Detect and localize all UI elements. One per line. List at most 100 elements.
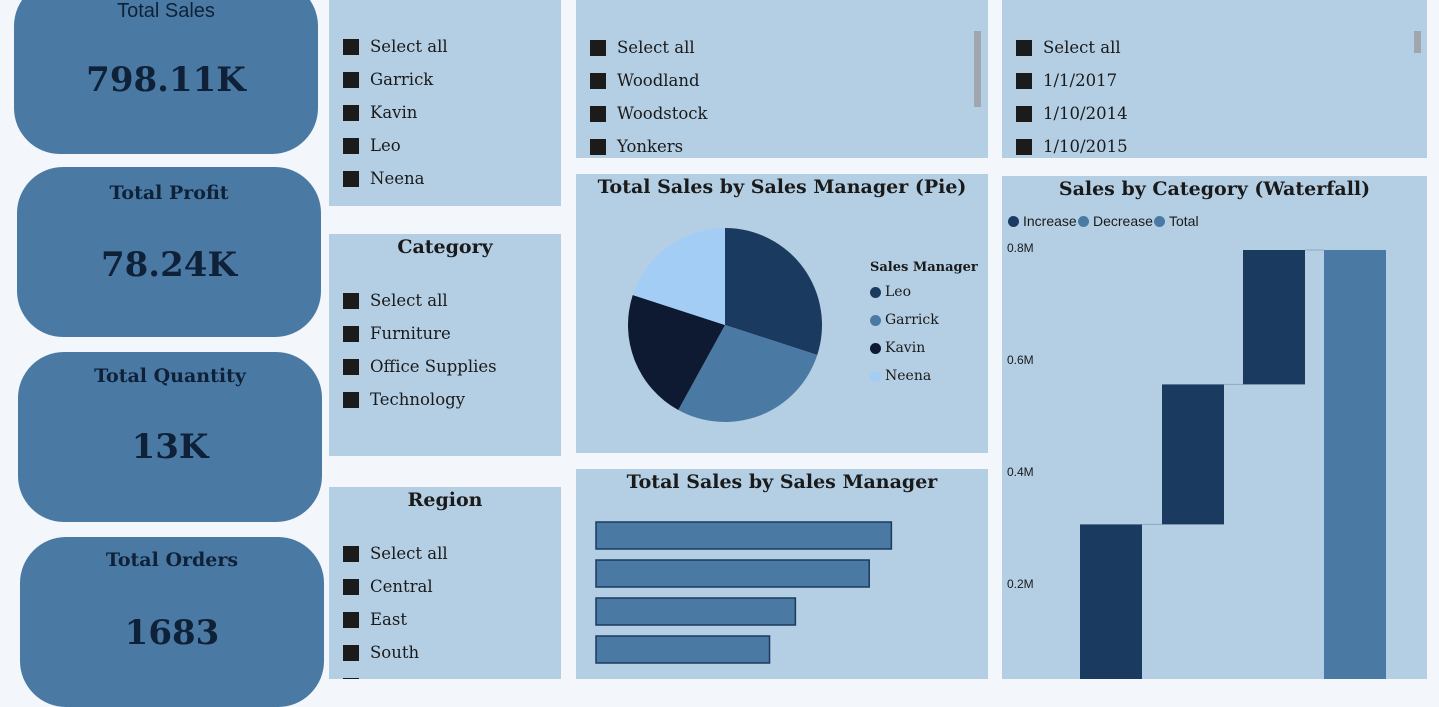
checkbox[interactable] — [590, 40, 606, 56]
waterfall-chart-panel: Sales by Category (Waterfall) Increase D… — [1002, 176, 1427, 679]
kpi-title: Total Sales — [117, 0, 215, 22]
pie-slice-leo[interactable] — [725, 228, 822, 355]
chart-title: Total Sales by Sales Manager (Pie) — [597, 176, 967, 198]
legend-increase[interactable]: Increase — [1008, 213, 1077, 229]
pie-slice-kavin[interactable] — [628, 295, 725, 411]
slicer-option[interactable]: 1/10/2015 — [1016, 137, 1128, 158]
scrollbar[interactable] — [1414, 31, 1421, 53]
chart-title: Sales by Category (Waterfall) — [1058, 178, 1371, 200]
pie-slice-garrick[interactable] — [678, 325, 818, 422]
slicer-option[interactable]: Yonkers — [590, 137, 708, 158]
slicer-order-date: Select all 1/1/2017 1/10/2014 1/10/2015 — [1002, 0, 1427, 158]
slicer-option[interactable]: Select all — [343, 544, 448, 577]
legend-item-kavin[interactable]: Kavin — [870, 340, 925, 356]
legend-item-garrick[interactable]: Garrick — [870, 312, 939, 328]
slicer-option[interactable]: Leo — [343, 136, 448, 169]
kpi-card-total-quantity: Total Quantity 13K — [18, 352, 322, 522]
slicer-region: Region Select all Central East South — [329, 487, 561, 679]
legend-label: Kavin — [885, 340, 926, 356]
checkbox[interactable] — [343, 579, 359, 595]
checkbox[interactable] — [343, 105, 359, 121]
waterfall-bar-increase[interactable] — [1162, 384, 1224, 525]
checkbox[interactable] — [1016, 40, 1032, 56]
slicer-option[interactable]: Neena — [343, 169, 448, 202]
slicer-option[interactable]: Central — [343, 577, 448, 610]
checkbox[interactable] — [343, 359, 359, 375]
legend-label: Increase — [1023, 213, 1077, 229]
option-label: South — [370, 643, 420, 662]
checkbox[interactable] — [1016, 139, 1032, 155]
waterfall-chart[interactable] — [1002, 176, 1427, 679]
bar[interactable] — [595, 635, 771, 664]
kpi-card-total-sales: Total Sales 798.11K — [14, 0, 318, 154]
pie-slice-neena[interactable] — [632, 228, 725, 325]
option-label: Office Supplies — [370, 357, 497, 376]
bar[interactable] — [595, 559, 870, 588]
slicer-option[interactable]: Garrick — [343, 70, 448, 103]
legend-item-neena[interactable]: Neena — [870, 368, 931, 384]
option-label: Select all — [370, 544, 448, 563]
checkbox[interactable] — [1016, 73, 1032, 89]
bar[interactable] — [595, 521, 893, 550]
checkbox[interactable] — [1016, 106, 1032, 122]
slicer-option[interactable]: Woodland — [590, 71, 708, 104]
legend-label: Decrease — [1093, 213, 1153, 229]
pie-chart[interactable] — [576, 174, 988, 453]
option-label: Neena — [370, 169, 425, 188]
waterfall-bar-increase[interactable] — [1080, 524, 1142, 679]
slicer-option[interactable]: Select all — [343, 291, 497, 324]
kpi-value: 78.24K — [100, 245, 238, 285]
slicer-list: Select all Furniture Office Supplies Tec… — [343, 291, 497, 423]
legend-dot — [870, 286, 881, 298]
slicer-option[interactable]: Woodstock — [590, 104, 708, 137]
slicer-option[interactable]: South — [343, 643, 448, 676]
checkbox[interactable] — [343, 72, 359, 88]
legend-dot — [1078, 215, 1089, 227]
checkbox[interactable] — [343, 171, 359, 187]
checkbox[interactable] — [343, 612, 359, 628]
slicer-option[interactable]: Select all — [590, 38, 708, 71]
legend-dot — [870, 314, 881, 326]
bar-chart-panel: Total Sales by Sales Manager — [576, 469, 988, 679]
legend-dot — [870, 370, 881, 382]
y-tick: 0.8M — [1007, 241, 1034, 255]
checkbox[interactable] — [343, 293, 359, 309]
slicer-option[interactable]: Furniture — [343, 324, 497, 357]
legend-dot — [870, 342, 881, 354]
slicer-option[interactable]: Select all — [343, 37, 448, 70]
legend-decrease[interactable]: Decrease — [1078, 213, 1153, 229]
slicer-option[interactable]: East — [343, 610, 448, 643]
slicer-category: Category Select all Furniture Office Sup… — [329, 234, 561, 456]
legend-label: Total — [1169, 213, 1199, 229]
checkbox[interactable] — [343, 138, 359, 154]
slicer-option[interactable]: 1/10/2014 — [1016, 104, 1128, 137]
bar-chart[interactable] — [576, 469, 988, 679]
option-label: Select all — [370, 37, 448, 56]
kpi-title: Total Quantity — [94, 365, 246, 387]
bar[interactable] — [595, 597, 797, 626]
checkbox[interactable] — [343, 645, 359, 661]
slicer-city: Select all Woodland Woodstock Yonkers — [576, 0, 988, 158]
waterfall-bar-increase[interactable] — [1243, 250, 1305, 385]
checkbox[interactable] — [343, 39, 359, 55]
slicer-title: Category — [397, 236, 493, 258]
checkbox[interactable] — [343, 392, 359, 408]
scrollbar[interactable] — [974, 31, 981, 107]
checkbox[interactable] — [590, 139, 606, 155]
checkbox[interactable] — [343, 546, 359, 562]
slicer-option[interactable]: Select all — [1016, 38, 1128, 71]
slicer-list: Select all 1/1/2017 1/10/2014 1/10/2015 — [1016, 38, 1128, 158]
slicer-option[interactable]: Kavin — [343, 103, 448, 136]
legend-item-leo[interactable]: Leo — [870, 284, 911, 300]
option-label: 1/10/2015 — [1043, 137, 1128, 156]
checkbox[interactable] — [343, 326, 359, 342]
legend-total[interactable]: Total — [1154, 213, 1199, 229]
checkbox[interactable] — [590, 106, 606, 122]
slicer-option[interactable]: Office Supplies — [343, 357, 497, 390]
kpi-value: 13K — [131, 427, 209, 467]
slicer-option[interactable]: Technology — [343, 390, 497, 423]
option-label: Garrick — [370, 70, 434, 89]
checkbox[interactable] — [590, 73, 606, 89]
waterfall-bar-total[interactable] — [1324, 250, 1386, 679]
slicer-option[interactable]: 1/1/2017 — [1016, 71, 1128, 104]
